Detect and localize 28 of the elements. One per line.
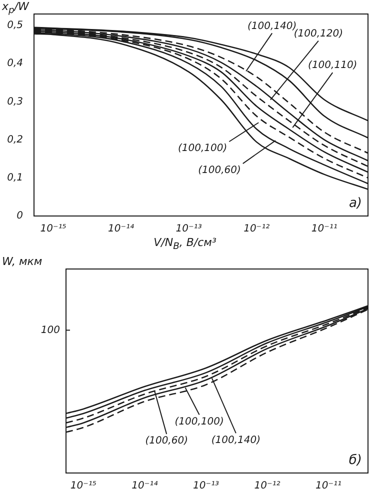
y-tick-label: 0,1 bbox=[7, 172, 23, 184]
text: 100 bbox=[40, 324, 60, 336]
x-tick-label: 10⁻¹³ bbox=[176, 224, 202, 235]
y-tick-label: 0,4 bbox=[7, 58, 23, 70]
y-axis-title: W, мкм bbox=[2, 255, 42, 268]
annotation: б) bbox=[348, 452, 362, 468]
x-tick-label: 10⁻¹⁴ bbox=[132, 480, 158, 492]
y-tick-label: 0,5 bbox=[7, 20, 23, 32]
annotation: (100,60) bbox=[145, 436, 188, 447]
y-tick-label: 0,3 bbox=[7, 96, 23, 108]
y-tick-label: 0 bbox=[16, 210, 23, 222]
y-axis-title: x$_{p}$/W bbox=[2, 0, 29, 16]
annotation: (100,60) bbox=[198, 165, 241, 176]
x-tick-label: 10⁻¹¹ bbox=[311, 224, 338, 235]
x-tick-label: 10⁻¹⁴ bbox=[108, 224, 134, 235]
x-tick-label: 10⁻¹² bbox=[244, 224, 270, 235]
x-tick-label: 10⁻¹³ bbox=[192, 480, 219, 492]
annotation: а) bbox=[348, 196, 362, 211]
annotation: (100,110) bbox=[308, 60, 358, 72]
annotation: (100,100) bbox=[178, 143, 228, 154]
x-tick-label: 10⁻¹⁵ bbox=[70, 480, 96, 492]
x-tick-label: 10⁻¹¹ bbox=[316, 480, 342, 492]
x-axis-title: V/N$_{B}$, В/см³ bbox=[152, 236, 218, 252]
annotation: (100,140) bbox=[211, 434, 260, 446]
x-tick-label: 10⁻¹² bbox=[254, 480, 280, 492]
annotation: (100,100) bbox=[174, 416, 224, 428]
x-tick-label: 10⁻¹⁵ bbox=[40, 224, 66, 235]
y-tick-label: 0,2 bbox=[7, 134, 23, 146]
